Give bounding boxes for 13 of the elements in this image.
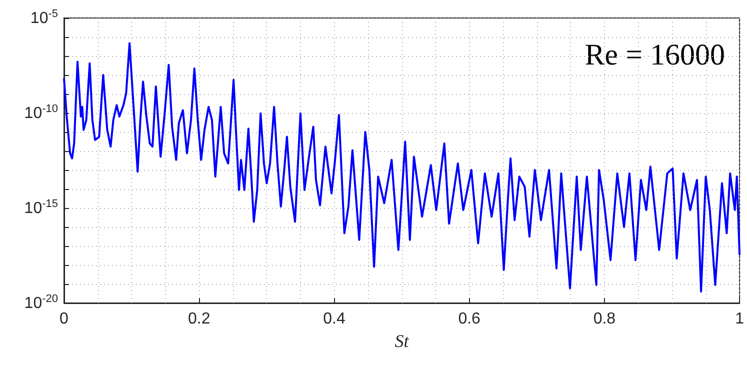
x-tick-label: 0.2 — [188, 310, 210, 328]
x-axis-title: St — [394, 330, 410, 351]
line-series — [63, 42, 741, 293]
annotation: Re = 16000 — [584, 38, 726, 72]
x-tick-label: 0 — [60, 310, 69, 328]
x-tick-label: 1 — [735, 310, 744, 328]
y-tick-label: 10$^{-20}$ — [24, 292, 58, 312]
y-tick-label: 10$^{-10}$ — [24, 102, 58, 122]
x-tick-label: 0.8 — [593, 310, 616, 328]
x-tick-label: 0.4 — [323, 310, 346, 328]
y-tick-label: 10$^{-5}$ — [30, 8, 58, 28]
y-tick-label: 10$^{-15}$ — [24, 198, 58, 218]
x-tick-label: 0.6 — [458, 310, 481, 328]
